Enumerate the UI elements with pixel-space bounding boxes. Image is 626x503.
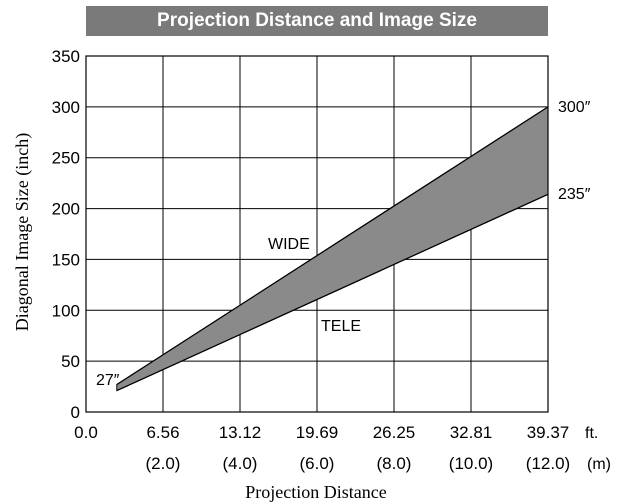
- annotation-27: 27″: [96, 372, 120, 389]
- x-tick-label-ft-4: 26.25: [373, 423, 416, 442]
- x-tick-labels-ft: 0.0 6.56 13.12 19.69 26.25 32.81 39.37: [74, 423, 569, 442]
- x-tick-label-m-4: (10.0): [449, 454, 493, 473]
- y-tick-label-300: 300: [52, 98, 80, 117]
- annotation-235: 235″: [558, 186, 591, 203]
- grid-lines: [86, 56, 548, 412]
- x-unit-m: (m): [587, 456, 611, 473]
- x-tick-label-m-3: (8.0): [377, 454, 412, 473]
- x-tick-label-ft-1: 6.56: [146, 423, 179, 442]
- x-tick-label-m-1: (4.0): [223, 454, 258, 473]
- series-label-wide: WIDE: [268, 236, 310, 253]
- x-tick-label-m-2: (6.0): [300, 454, 335, 473]
- x-tick-label-ft-0: 0.0: [74, 423, 98, 442]
- x-axis-label: Projection Distance: [245, 482, 386, 502]
- annotation-300: 300″: [558, 99, 591, 116]
- y-tick-label-250: 250: [52, 149, 80, 168]
- y-tick-label-0: 0: [71, 403, 80, 422]
- x-tick-label-ft-6: 39.37: [527, 423, 570, 442]
- series-label-tele: TELE: [321, 318, 361, 335]
- series-line-tele: [116, 193, 549, 392]
- y-tick-label-150: 150: [52, 250, 80, 269]
- y-tick-label-200: 200: [52, 200, 80, 219]
- y-tick-label-350: 350: [52, 47, 80, 66]
- y-tick-label-100: 100: [52, 301, 80, 320]
- x-tick-label-m-0: (2.0): [146, 454, 181, 473]
- x-tick-labels-m: (2.0) (4.0) (6.0) (8.0) (10.0) (12.0): [146, 454, 571, 473]
- x-tick-label-ft-5: 32.81: [450, 423, 493, 442]
- y-tick-label-50: 50: [61, 352, 80, 371]
- y-tick-labels: 0 50 100 150 200 250 300 350: [52, 47, 80, 422]
- x-unit-ft: ft.: [585, 425, 598, 442]
- x-tick-label-ft-3: 19.69: [296, 423, 339, 442]
- x-tick-label-ft-2: 13.12: [219, 423, 262, 442]
- series-line-wide: [116, 106, 549, 386]
- plot-frame: [85, 55, 549, 413]
- image-size-band: [116, 105, 549, 392]
- x-tick-label-m-5: (12.0): [526, 454, 570, 473]
- chart-title: Projection Distance and Image Size: [86, 6, 548, 36]
- y-axis-label: Diagonal Image Size (inch): [12, 133, 33, 331]
- series-lines: [116, 106, 549, 392]
